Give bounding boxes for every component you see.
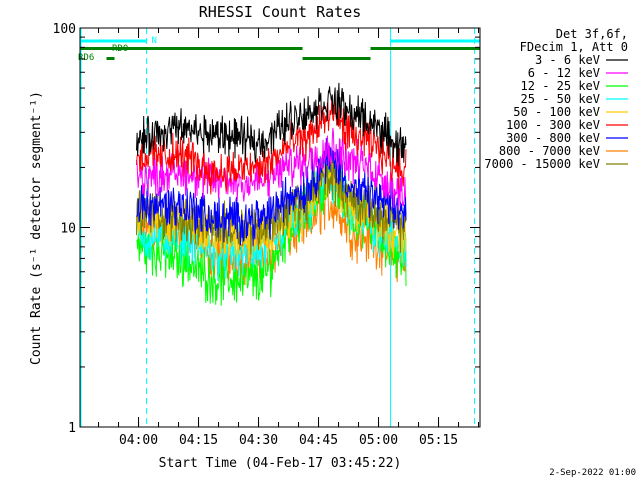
series-line <box>136 82 407 167</box>
y-axis: 1 10 100 <box>53 22 480 436</box>
legend-entry-label: 800 - 7000 keV <box>499 144 600 158</box>
x-tick-label: 04:00 <box>119 433 158 448</box>
legend-entry-label: 25 - 50 keV <box>521 92 600 106</box>
legend-entry-label: 12 - 25 keV <box>521 79 600 93</box>
y-axis-label: Count Rate (s⁻¹ detector segment⁻¹) <box>29 91 44 365</box>
legend-entry-label: 100 - 300 keV <box>506 118 600 132</box>
x-tick-label: 04:15 <box>179 433 218 448</box>
x-axis: 04:00 04:15 04:30 04:45 05:00 05:15 <box>98 28 480 448</box>
rd6-flag-label: RD6 <box>78 53 94 63</box>
legend-entry-label: 3 - 6 keV <box>535 53 600 67</box>
night-flag-label: N <box>152 36 157 46</box>
x-tick-label: 05:15 <box>419 433 458 448</box>
legend-entry-label: 50 - 100 keV <box>513 105 600 119</box>
x-tick-label: 04:30 <box>239 433 278 448</box>
y-tick-label: 10 <box>60 222 76 237</box>
legend-header: Det 3f,6f, <box>556 27 628 41</box>
chart-title: RHESSI Count Rates <box>199 3 362 21</box>
legend-entry-label: 7000 - 15000 keV <box>484 157 600 171</box>
legend-entry-label: 300 - 800 keV <box>506 131 600 145</box>
legend-entry-label: 6 - 12 keV <box>528 66 600 80</box>
series-line <box>136 137 407 247</box>
series-line <box>136 95 407 195</box>
series-line <box>136 157 407 256</box>
y-tick-label: 100 <box>53 22 76 37</box>
x-axis-label: Start Time (04-Feb-17 03:45:22) <box>159 456 402 471</box>
y-tick-label: 1 <box>68 421 76 436</box>
legend-header: FDecim 1, Att 0 <box>520 40 628 54</box>
series-lines <box>136 82 407 306</box>
rd0-flag-label: RD0 <box>112 44 128 54</box>
x-tick-label: 04:45 <box>299 433 338 448</box>
x-tick-label: 05:00 <box>359 433 398 448</box>
timestamp: 2-Sep-2022 01:00 <box>549 468 636 478</box>
